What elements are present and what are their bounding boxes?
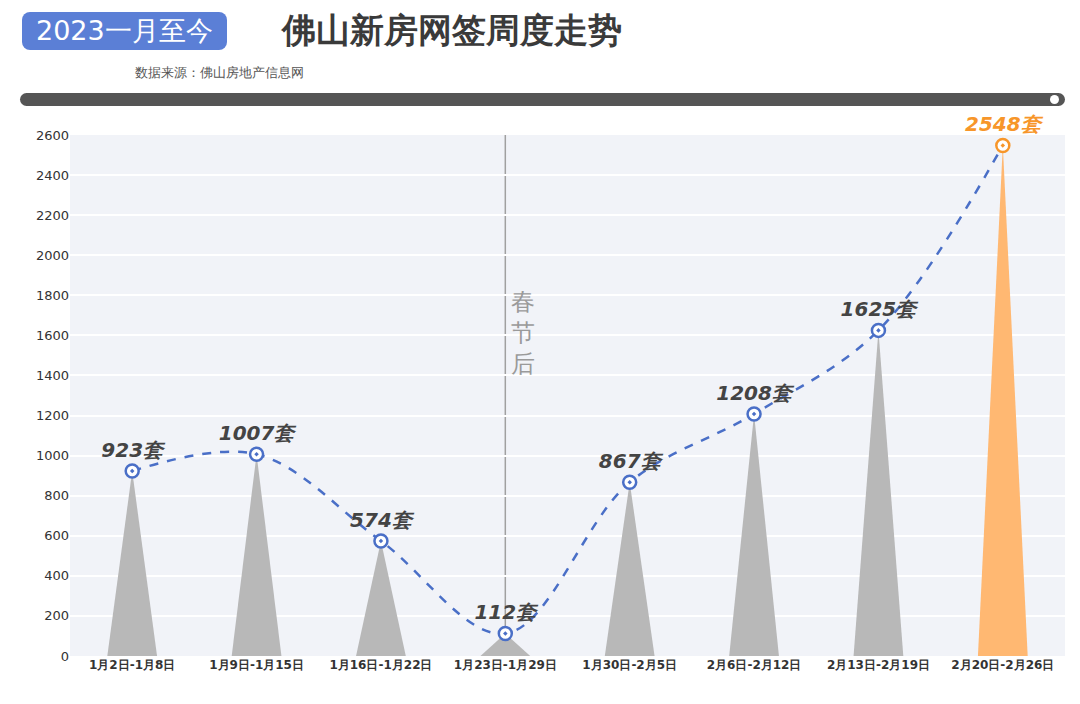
svg-text:1月9日-1月15日: 1月9日-1月15日 [209,658,304,672]
svg-text:2400: 2400 [36,168,69,183]
svg-text:2548套: 2548套 [965,112,1044,136]
svg-text:112套: 112套 [474,600,539,624]
svg-text:1208套: 1208套 [716,381,795,405]
svg-text:2月6日-2月12日: 2月6日-2月12日 [707,658,802,672]
svg-text:200: 200 [44,608,69,623]
svg-text:春节后: 春节后 [511,288,535,378]
svg-text:1625套: 1625套 [841,297,920,321]
svg-text:2月20日-2月26日: 2月20日-2月26日 [951,658,1054,672]
svg-text:1600: 1600 [36,328,69,343]
html-text:佛山新房网签周度走势: 佛山新房网签周度走势 [282,10,622,50]
svg-text:1800: 1800 [36,288,69,303]
svg-text:2000: 2000 [36,248,69,263]
html-text:数据来源：佛山房地产信息网: 数据来源：佛山房地产信息网 [135,65,304,80]
svg-text:923套: 923套 [101,438,166,462]
svg-text:400: 400 [44,568,69,583]
svg-text:1月23日-1月29日: 1月23日-1月29日 [454,658,557,672]
svg-text:1月2日-1月8日: 1月2日-1月8日 [89,658,175,672]
svg-text:574套: 574套 [350,508,415,532]
svg-text:1200: 1200 [36,408,69,423]
svg-text:2月13日-2月19日: 2月13日-2月19日 [827,658,930,672]
html-text:2023一月至今: 2023一月至今 [36,15,213,46]
svg-text:2200: 2200 [36,208,69,223]
svg-text:1007套: 1007套 [219,421,298,445]
svg-text:800: 800 [44,488,69,503]
svg-text:1月16日-1月22日: 1月16日-1月22日 [329,658,432,672]
svg-text:1000: 1000 [36,448,69,463]
svg-text:2600: 2600 [36,128,69,143]
svg-text:0: 0 [61,649,69,664]
svg-text:1400: 1400 [36,368,69,383]
svg-text:600: 600 [44,528,69,543]
svg-text:867套: 867套 [599,449,664,473]
svg-text:1月30日-2月5日: 1月30日-2月5日 [582,658,677,672]
